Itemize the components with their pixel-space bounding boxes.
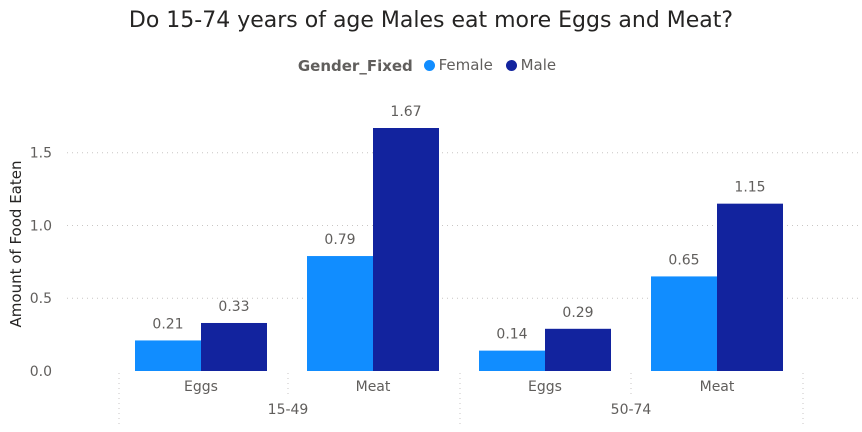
data-label: 0.33	[218, 299, 249, 315]
x-group-label: 50-74	[611, 402, 652, 418]
bar-male-3	[717, 203, 783, 371]
legend-item-female[interactable]: Female	[423, 56, 493, 74]
legend-label-male: Male	[520, 56, 557, 74]
x-tick-label: Eggs	[184, 379, 218, 395]
legend-title: Gender_Fixed	[297, 56, 413, 75]
bar-male-1	[373, 128, 439, 371]
bar-female-1	[307, 256, 373, 371]
legend-label-female: Female	[438, 56, 493, 74]
legend-item-male[interactable]: Male	[505, 56, 557, 74]
chart-title: Do 15-74 years of age Males eat more Egg…	[128, 8, 734, 33]
y-axis-title: Amount of Food Eaten	[7, 161, 25, 328]
legend-swatch-female	[423, 59, 435, 71]
data-label: 0.21	[152, 316, 183, 332]
x-tick-label: Eggs	[528, 379, 562, 395]
y-tick-label: 1.0	[30, 218, 52, 234]
data-label: 0.14	[496, 327, 527, 343]
bar-male-0	[201, 322, 267, 371]
data-label: 1.15	[734, 180, 765, 196]
x-group-label: 15-49	[268, 402, 309, 418]
bar-male-2	[545, 328, 611, 371]
x-tick-label: Meat	[356, 379, 391, 395]
data-label: 0.79	[324, 232, 355, 248]
legend: Gender_Fixed Female Male	[0, 56, 862, 75]
y-tick-label: 0.0	[30, 364, 52, 380]
data-label: 1.67	[390, 104, 421, 120]
data-label: 0.29	[562, 305, 593, 321]
bar-female-2	[479, 350, 545, 371]
y-tick-label: 0.5	[30, 291, 52, 307]
y-tick-label: 1.5	[30, 146, 52, 162]
x-tick-label: Meat	[700, 379, 735, 395]
bar-female-0	[135, 340, 201, 371]
legend-swatch-male	[505, 59, 517, 71]
data-label: 0.65	[668, 252, 699, 268]
bar-female-3	[651, 276, 717, 371]
